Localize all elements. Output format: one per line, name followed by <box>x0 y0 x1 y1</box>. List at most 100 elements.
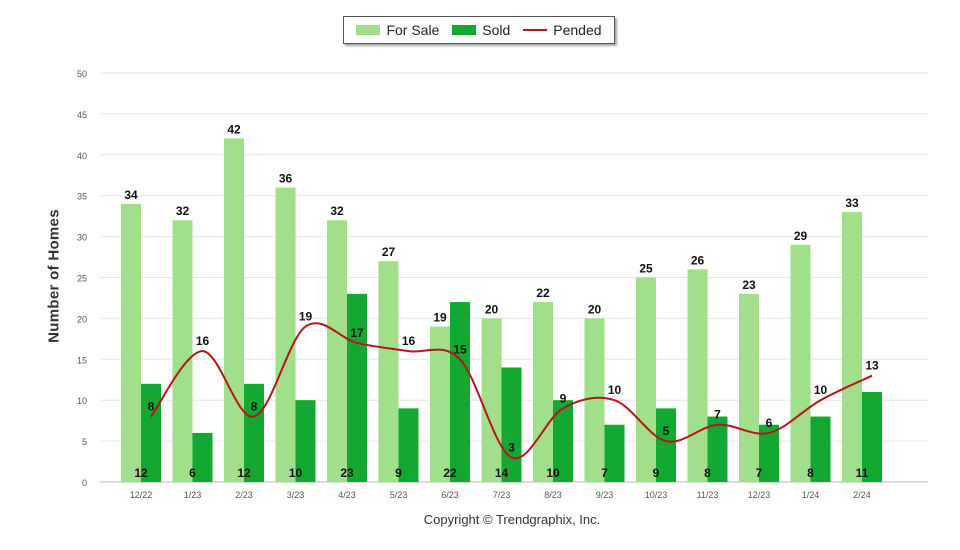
data-label-pended: 6 <box>766 416 773 430</box>
bar-sold <box>810 416 831 482</box>
data-label-sold: 22 <box>443 466 457 480</box>
data-label-for-sale: 20 <box>588 302 602 316</box>
data-label-sold: 10 <box>289 466 303 480</box>
bar-for-sale <box>275 187 296 482</box>
data-label-pended: 19 <box>299 310 313 324</box>
x-tick-label: 1/24 <box>802 490 820 500</box>
sold-swatch <box>452 25 477 35</box>
data-label-pended: 10 <box>814 383 828 397</box>
bar-sold <box>398 408 419 482</box>
data-label-for-sale: 23 <box>742 278 756 292</box>
x-tick-label: 5/23 <box>390 490 408 500</box>
x-tick-label: 6/23 <box>441 490 459 500</box>
bar-sold <box>192 432 213 482</box>
bar-for-sale <box>327 220 347 483</box>
x-tick-label: 10/23 <box>645 490 668 500</box>
x-tick-label: 2/24 <box>853 490 871 500</box>
pended-swatch <box>523 29 548 31</box>
legend-pended: Pended <box>523 22 602 38</box>
y-tick-label: 20 <box>77 314 87 324</box>
bar-sold <box>450 302 470 482</box>
data-label-for-sale: 19 <box>433 311 447 325</box>
y-tick-label: 25 <box>77 274 87 284</box>
x-tick-label: 8/23 <box>544 490 562 500</box>
bar-for-sale <box>739 293 759 482</box>
legend-sold: Sold <box>452 22 510 38</box>
x-tick-label: 4/23 <box>338 490 356 500</box>
data-label-sold: 11 <box>856 466 869 480</box>
data-label-sold: 7 <box>756 466 763 480</box>
data-label-sold: 14 <box>495 466 509 480</box>
x-tick-label: 7/23 <box>493 490 511 500</box>
data-label-sold: 12 <box>237 466 251 480</box>
bar-sold <box>656 408 676 482</box>
data-label-for-sale: 33 <box>845 196 859 210</box>
for-sale-swatch <box>356 25 381 35</box>
legend-for-sale-label: For Sale <box>386 22 440 38</box>
bar-sold <box>295 400 316 482</box>
x-tick-label: 2/23 <box>235 490 253 500</box>
data-label-for-sale: 29 <box>794 229 808 243</box>
bar-sold <box>707 416 728 482</box>
y-tick-label: 40 <box>77 151 87 161</box>
bar-sold <box>244 383 264 482</box>
bar-sold <box>501 367 522 482</box>
data-label-pended: 16 <box>402 334 416 348</box>
legend: For Sale Sold Pended <box>343 16 615 44</box>
bar-for-sale <box>687 269 708 482</box>
data-label-sold: 7 <box>601 466 608 480</box>
data-label-pended: 13 <box>865 359 879 373</box>
bar-sold <box>759 424 779 482</box>
x-tick-label: 9/23 <box>596 490 614 500</box>
data-label-for-sale: 25 <box>639 262 653 276</box>
data-label-pended: 17 <box>350 326 364 340</box>
data-label-pended: 9 <box>560 391 567 405</box>
data-label-sold: 6 <box>189 466 196 480</box>
copyright: Copyright © Trendgraphix, Inc. <box>423 512 601 527</box>
bar-for-sale <box>636 277 656 482</box>
data-label-pended: 8 <box>251 400 258 414</box>
y-tick-label: 35 <box>77 192 87 202</box>
bar-sold <box>604 424 625 482</box>
bar-for-sale <box>121 203 141 482</box>
series-line-pended <box>150 322 873 460</box>
x-tick-label: 1/23 <box>184 490 202 500</box>
data-label-pended: 10 <box>608 383 622 397</box>
data-label-sold: 10 <box>546 466 560 480</box>
data-label-for-sale: 26 <box>691 253 705 267</box>
y-tick-label: 10 <box>77 396 87 406</box>
data-label-for-sale: 32 <box>330 204 344 218</box>
y-axis-label: Number of Homes <box>45 209 63 343</box>
bar-for-sale <box>172 220 193 483</box>
data-label-for-sale: 27 <box>382 245 396 259</box>
data-label-sold: 23 <box>340 466 354 480</box>
x-tick-label: 12/22 <box>130 490 153 500</box>
y-tick-label: 50 <box>77 69 87 79</box>
bar-for-sale <box>533 302 553 482</box>
legend-for-sale: For Sale <box>356 22 439 38</box>
data-label-sold: 9 <box>653 466 660 480</box>
data-label-sold: 8 <box>704 466 711 480</box>
x-tick-label: 3/23 <box>287 490 305 500</box>
x-tick-label: 11/23 <box>697 490 719 500</box>
bar-for-sale <box>790 244 811 482</box>
y-tick-label: 45 <box>77 110 87 120</box>
bar-for-sale <box>378 261 399 482</box>
data-label-sold: 9 <box>395 466 402 480</box>
bar-for-sale <box>481 318 502 482</box>
bar-sold <box>862 392 882 482</box>
legend-pended-label: Pended <box>553 22 602 38</box>
y-tick-label: 5 <box>82 437 87 447</box>
bar-for-sale <box>224 138 244 482</box>
data-label-for-sale: 42 <box>227 122 241 136</box>
data-label-pended: 16 <box>196 334 210 348</box>
data-label-pended: 8 <box>148 400 155 414</box>
y-tick-label: 15 <box>77 355 87 365</box>
data-label-for-sale: 20 <box>485 302 499 316</box>
y-tick-label: 0 <box>82 478 87 488</box>
bar-for-sale <box>430 326 450 482</box>
bar-sold <box>347 293 367 482</box>
legend-sold-label: Sold <box>482 22 511 38</box>
y-tick-label: 30 <box>77 233 87 243</box>
